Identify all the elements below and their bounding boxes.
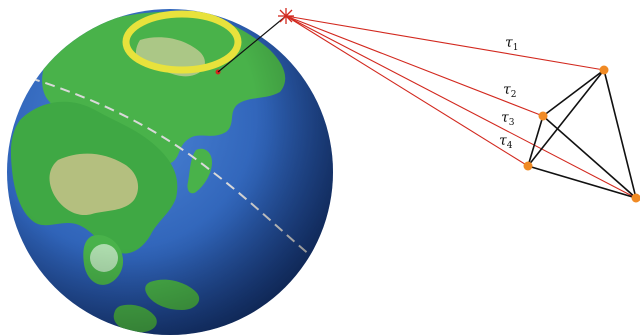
- stations: [523, 65, 640, 203]
- baseline-2-3: [527, 115, 544, 167]
- baseline-3-4: [527, 165, 637, 199]
- delay-label-1: τ1: [505, 35, 518, 53]
- signal-paths: [285, 15, 637, 199]
- signal-path-2: [285, 15, 544, 117]
- station-baselines: [527, 69, 637, 199]
- baseline-1-3: [527, 69, 605, 167]
- station-1: [599, 65, 609, 75]
- coverage-ring: [122, 10, 242, 74]
- star-burst-icon: [278, 8, 294, 24]
- baseline-2-4: [542, 115, 637, 199]
- signal-path-1: [285, 15, 605, 71]
- earth-globe: [7, 9, 333, 335]
- target-link: [217, 15, 287, 73]
- station-3: [523, 161, 533, 171]
- delay-label-4: τ4: [499, 133, 513, 151]
- delay-label-2: τ2: [503, 82, 516, 100]
- baseline-1-2: [542, 69, 605, 117]
- signal-path-4: [285, 15, 637, 199]
- delay-label-3: τ3: [501, 110, 515, 128]
- station-2: [538, 111, 548, 121]
- globe-shading: [7, 9, 333, 335]
- signal-path-3: [285, 15, 529, 167]
- baseline-1-4: [603, 69, 637, 199]
- station-4: [631, 193, 640, 203]
